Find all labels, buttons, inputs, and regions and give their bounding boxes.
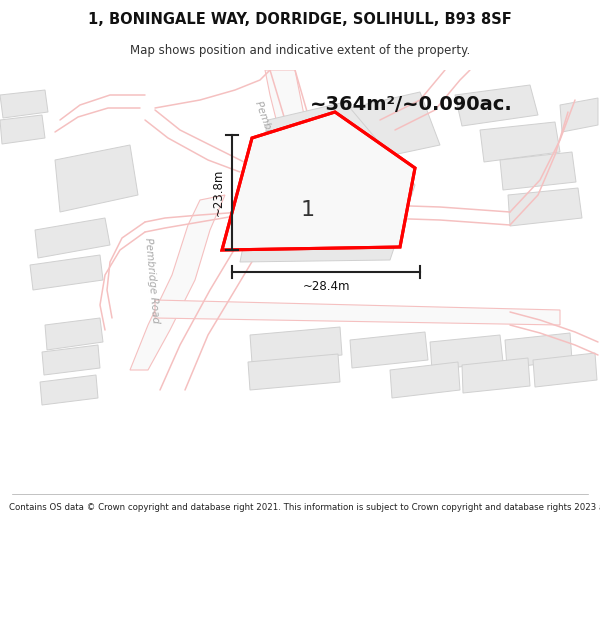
Polygon shape [462,358,530,393]
Polygon shape [240,102,415,262]
Polygon shape [500,152,576,190]
Polygon shape [35,218,110,258]
Text: 1, BONINGALE WAY, DORRIDGE, SOLIHULL, B93 8SF: 1, BONINGALE WAY, DORRIDGE, SOLIHULL, B9… [88,12,512,27]
Polygon shape [455,85,538,126]
Polygon shape [0,90,48,118]
Text: ~28.4m: ~28.4m [302,279,350,292]
Polygon shape [340,92,440,162]
Polygon shape [40,375,98,405]
Polygon shape [505,333,572,368]
Text: ~364m²/~0.090ac.: ~364m²/~0.090ac. [310,96,513,114]
Polygon shape [265,70,330,185]
Polygon shape [155,300,560,325]
Text: Pembridge Road: Pembridge Road [143,237,161,323]
Polygon shape [248,354,340,390]
Polygon shape [480,122,560,162]
Polygon shape [560,98,598,132]
Polygon shape [508,188,582,226]
Polygon shape [42,345,100,375]
Text: 1: 1 [301,200,315,220]
Polygon shape [30,255,103,290]
Polygon shape [533,353,597,387]
Text: Map shows position and indicative extent of the property.: Map shows position and indicative extent… [130,44,470,57]
Polygon shape [130,195,225,370]
Polygon shape [55,145,138,212]
Polygon shape [250,327,342,363]
Polygon shape [222,112,415,250]
Polygon shape [0,115,45,144]
Polygon shape [350,332,428,368]
Text: Boningale Way: Boningale Way [276,224,354,244]
Polygon shape [390,362,460,398]
Text: Contains OS data © Crown copyright and database right 2021. This information is : Contains OS data © Crown copyright and d… [9,504,600,512]
Text: ~23.8m: ~23.8m [212,169,224,216]
Polygon shape [45,318,103,350]
Polygon shape [430,335,503,370]
Text: Pembridge Road: Pembridge Road [253,100,292,184]
